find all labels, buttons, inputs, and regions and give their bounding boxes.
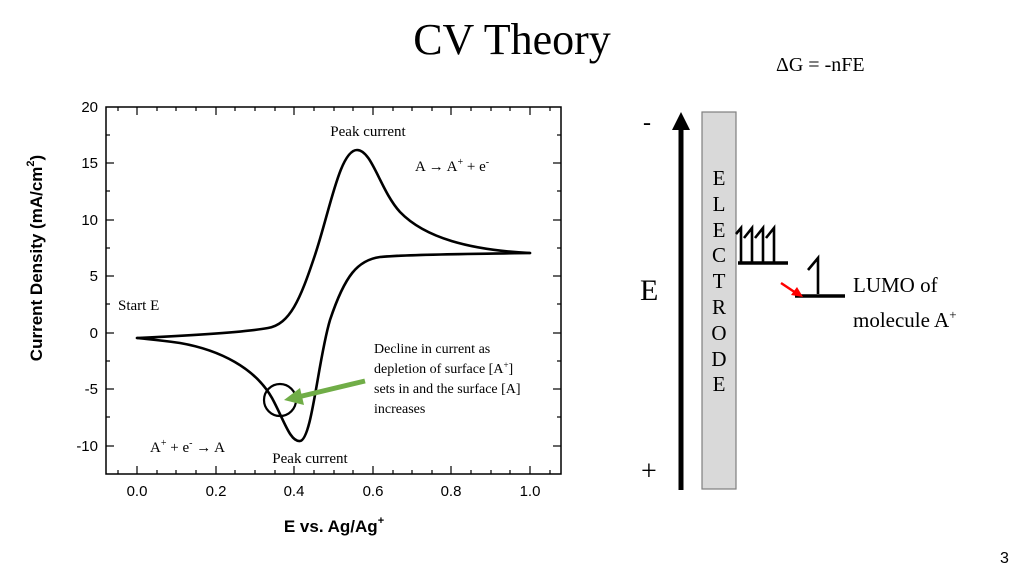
svg-text:increases: increases (374, 402, 425, 417)
electrode-label: E L E C T R O D E (711, 166, 727, 397)
lumo-level-icon (795, 254, 845, 298)
energy-axis-label: E (640, 274, 659, 307)
svg-text:0.8: 0.8 (441, 483, 462, 500)
y-ticks (106, 134, 561, 447)
lumo-label: LUMO of molecule A+ (853, 273, 957, 332)
x-tick-labels: 0.0 0.2 0.4 0.6 0.8 1.0 (127, 483, 541, 500)
anodic-peak-label: Peak current (330, 124, 406, 140)
electrode-bar (701, 111, 737, 490)
svg-text:0: 0 (90, 325, 98, 342)
oxidation-reaction-label: A → A+ + e- (415, 157, 489, 175)
page-number: 3 (1000, 550, 1009, 567)
slide-title: CV Theory (413, 15, 611, 64)
red-transfer-arrow-icon (780, 281, 803, 297)
svg-text:depletion of surface [A+]: depletion of surface [A+] (374, 360, 513, 377)
cv-reverse-curve (135, 251, 532, 443)
svg-text:20: 20 (81, 99, 98, 116)
x-ticks (117, 107, 551, 474)
svg-text:Decline in current as: Decline in current as (374, 342, 490, 357)
svg-text:sets in and the surface [A]: sets in and the surface [A] (374, 382, 521, 397)
green-arrow-icon (284, 378, 366, 405)
energy-axis-arrow-icon (672, 112, 690, 490)
positive-potential-label: + (641, 456, 657, 487)
cv-forward-curve (135, 148, 532, 340)
svg-text:0.0: 0.0 (127, 483, 148, 500)
reduction-reaction-label: A+ + e- → A (150, 438, 225, 456)
svg-text:0.6: 0.6 (363, 483, 384, 500)
gibbs-equation: ΔG = -nFE (776, 54, 865, 76)
svg-text:-5: -5 (85, 381, 98, 398)
negative-potential-label: - (643, 110, 651, 136)
svg-text:15: 15 (81, 155, 98, 172)
svg-text:-10: -10 (76, 438, 98, 455)
svg-text:10: 10 (81, 212, 98, 229)
decline-annotation: Decline in current as depletion of surfa… (374, 342, 521, 417)
svg-text:1.0: 1.0 (520, 483, 541, 500)
start-e-label: Start E (118, 298, 159, 314)
x-axis-label: E vs. Ag/Ag+ (284, 515, 384, 536)
cathodic-peak-label: Peak current (272, 451, 348, 467)
plot-frame (105, 106, 562, 475)
y-axis-label: Current Density (mA/cm2) (25, 155, 46, 361)
svg-text:0.4: 0.4 (284, 483, 305, 500)
svg-text:0.2: 0.2 (206, 483, 227, 500)
electrode-electrons-icon (735, 224, 788, 265)
y-tick-labels: 20 15 10 5 0 -5 -10 (76, 99, 98, 455)
svg-text:5: 5 (90, 268, 98, 285)
